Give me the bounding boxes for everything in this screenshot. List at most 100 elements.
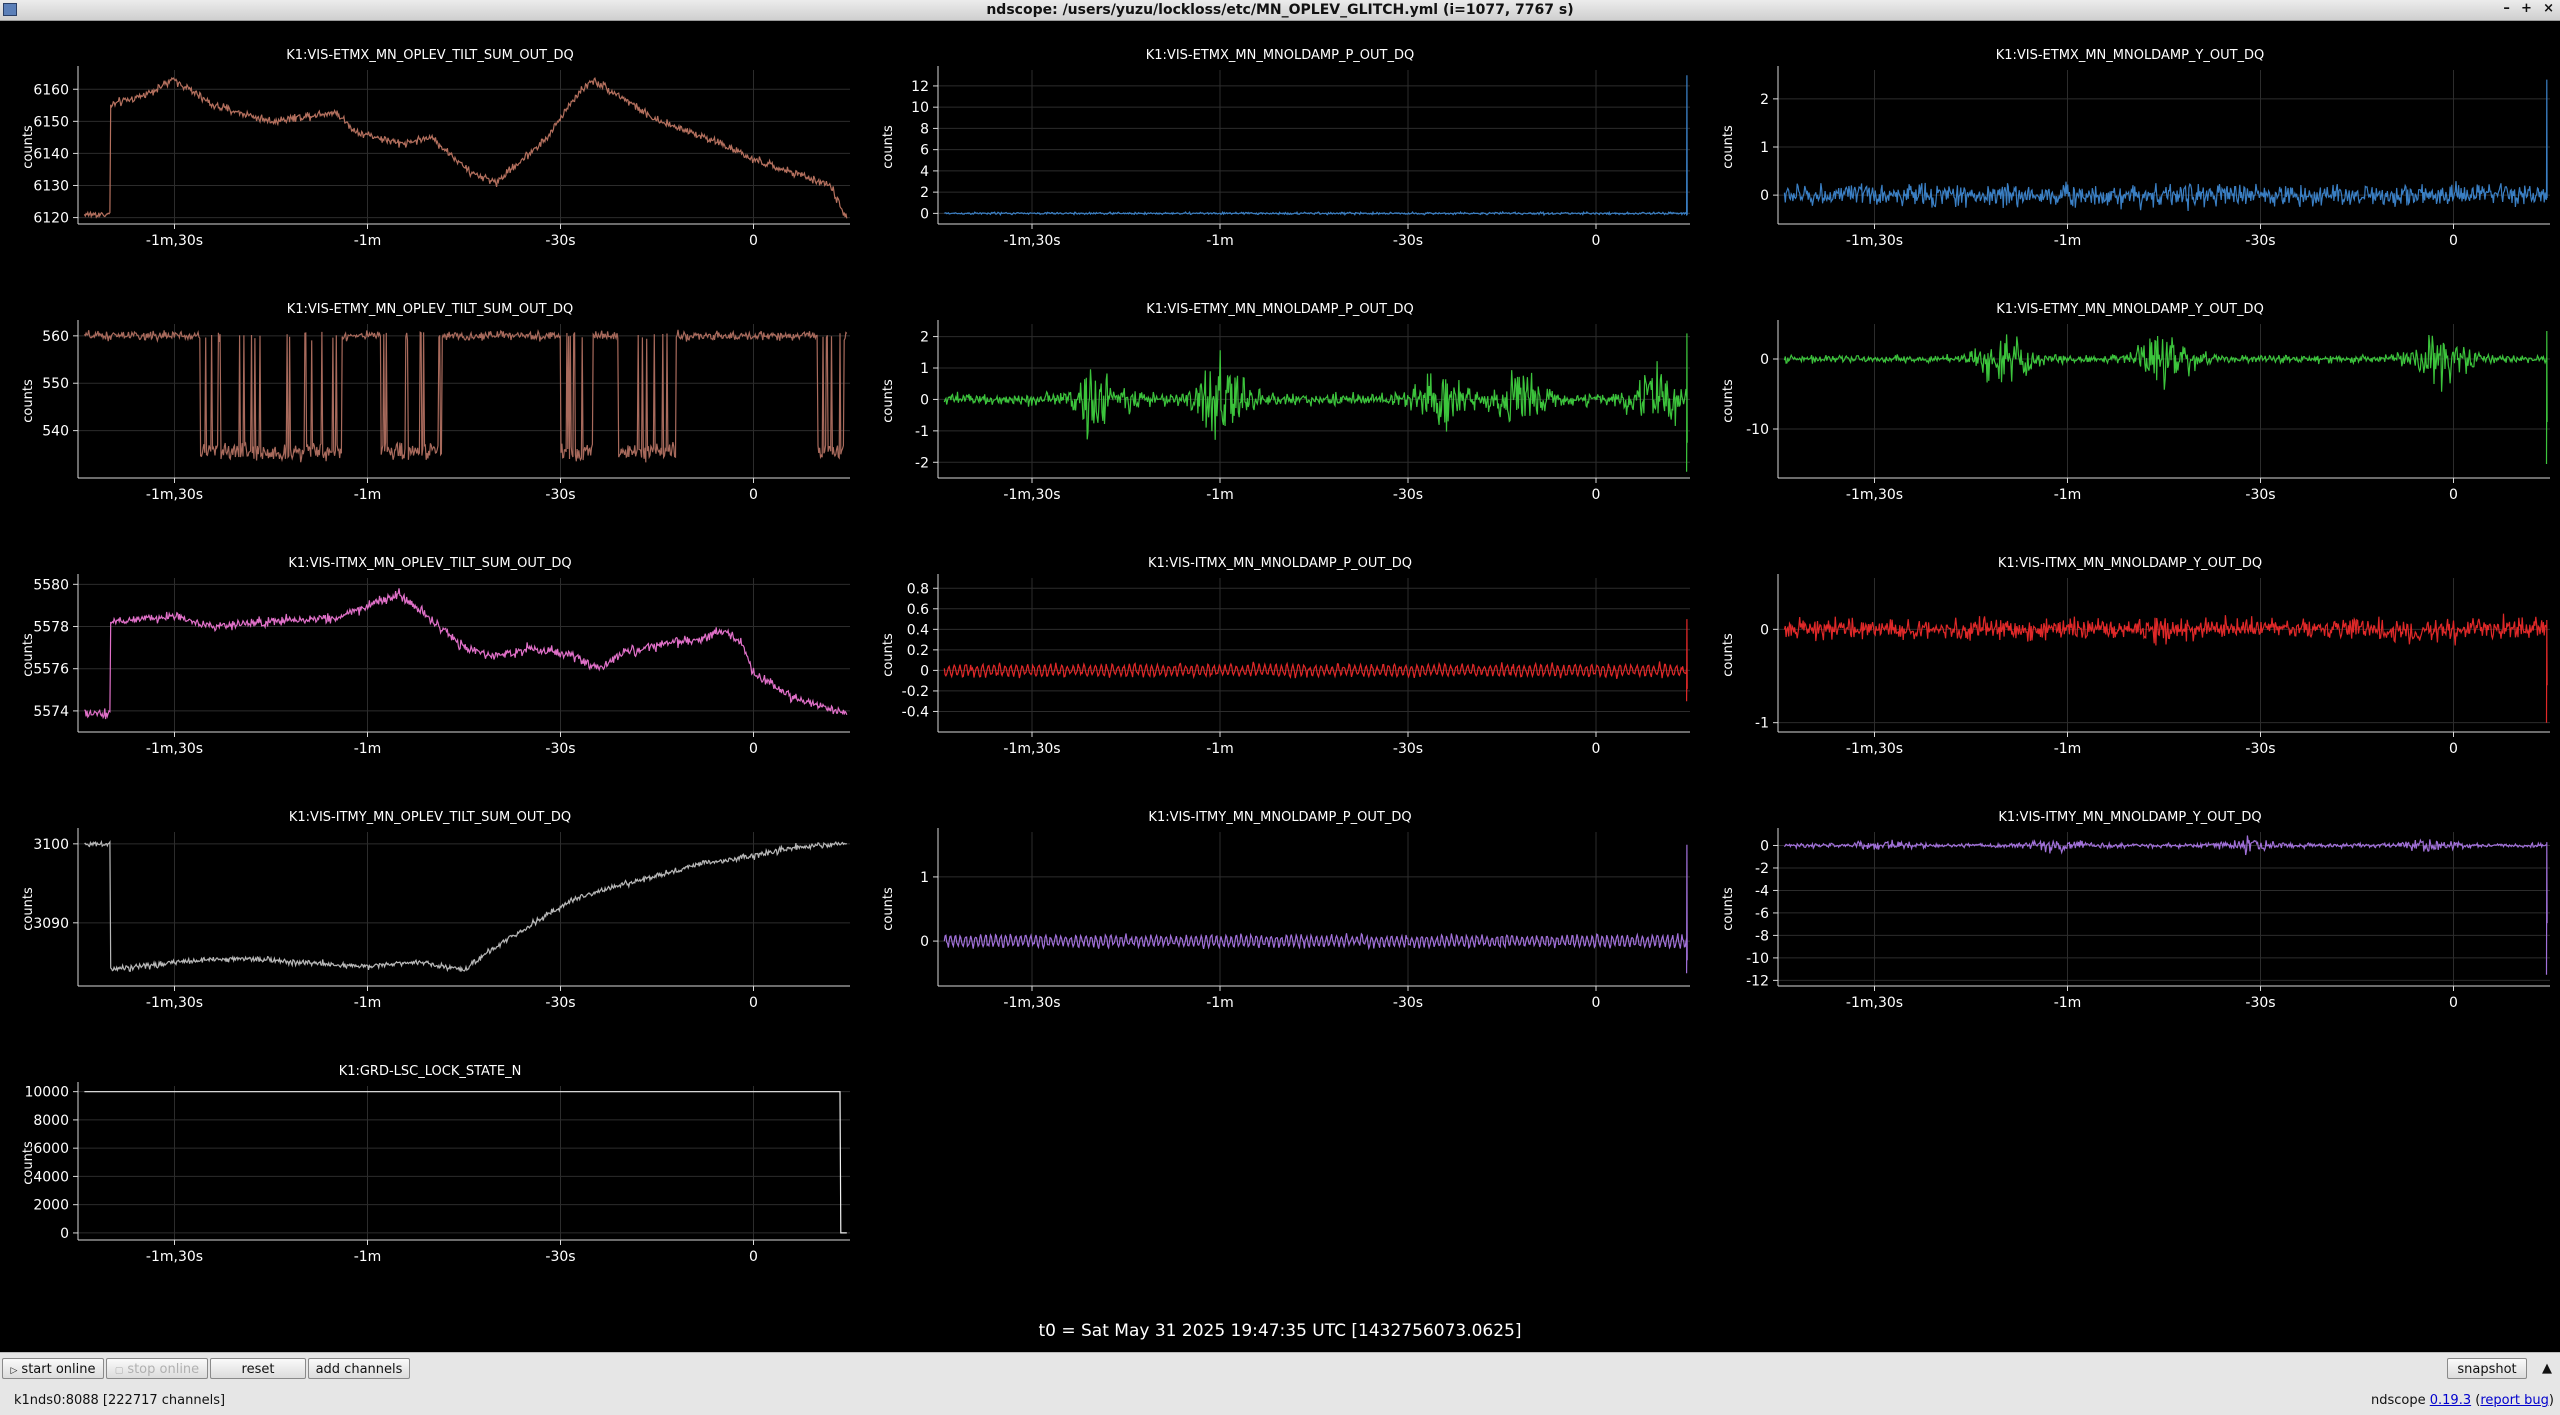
- x-tick-label: -30s: [2245, 995, 2275, 1011]
- y-tick-label: 12: [911, 79, 929, 95]
- plot-panel[interactable]: K1:VIS-ETMX_MN_OPLEV_TILT_SUM_OUT_DQ 6120…: [0, 22, 860, 276]
- x-tick-label: -1m,30s: [1003, 741, 1060, 757]
- snapshot-button[interactable]: snapshot: [2447, 1358, 2527, 1379]
- x-tick-label: 0: [1592, 995, 1601, 1011]
- minimize-icon[interactable]: –: [2503, 1, 2510, 16]
- channel-trace: [83, 76, 848, 219]
- plot-canvas[interactable]: -12 -10 -8 -6 -4 -2 0 -1m,30s -1m -30s 0 counts: [1700, 784, 2560, 1038]
- plot-canvas[interactable]: -10 0 -1m,30s -1m -30s 0 counts: [1700, 276, 2560, 530]
- y-tick-label: 4: [920, 164, 929, 180]
- x-tick-label: -30s: [1393, 233, 1423, 249]
- report-bug-link[interactable]: report bug: [2480, 1393, 2549, 1408]
- y-tick-label: -0.2: [902, 684, 929, 700]
- y-tick-label: 0: [1760, 352, 1769, 368]
- plot-panel[interactable]: K1:VIS-ETMX_MN_MNOLDAMP_P_OUT_DQ 0 2 4 6 8 10 1…: [860, 22, 1700, 276]
- plot-panel[interactable]: K1:VIS-ETMY_MN_MNOLDAMP_P_OUT_DQ -2 -1 0 1 2-…: [860, 276, 1700, 530]
- x-tick-label: -1m: [2054, 487, 2082, 503]
- version-link[interactable]: 0.19.3: [2429, 1393, 2472, 1408]
- plot-panel[interactable]: K1:VIS-ETMY_MN_OPLEV_TILT_SUM_OUT_DQ 540 5…: [0, 276, 860, 530]
- y-tick-label: 6160: [33, 82, 69, 98]
- plot-title: K1:VIS-ITMY_MN_MNOLDAMP_Y_OUT_DQ: [1998, 810, 2262, 825]
- maximize-icon[interactable]: +: [2521, 1, 2532, 16]
- channel-trace: [83, 329, 848, 463]
- plot-panel[interactable]: K1:VIS-ITMY_MN_OPLEV_TILT_SUM_OUT_DQ 3090…: [0, 784, 860, 1038]
- window-title: ndscope: /users/yuzu/lockloss/etc/MN_OPL…: [986, 2, 1574, 18]
- plot-panel[interactable]: K1:VIS-ITMX_MN_MNOLDAMP_P_OUT_DQ -0.4 -0.2…: [860, 530, 1700, 784]
- y-tick-label: 540: [42, 424, 69, 440]
- y-tick-label: 0: [1760, 188, 1769, 204]
- window-menu-icon[interactable]: [3, 3, 17, 16]
- y-tick-label: 1: [920, 361, 929, 377]
- plot-title: K1:GRD-LSC_LOCK_STATE_N: [338, 1064, 522, 1079]
- x-tick-label: 0: [2449, 995, 2458, 1011]
- y-tick-label: 0: [1760, 838, 1769, 854]
- start-online-button[interactable]: ▷ start online: [2, 1358, 104, 1379]
- x-tick-label: 0: [1592, 487, 1601, 503]
- close-icon[interactable]: ×: [2543, 1, 2554, 16]
- plot-canvas[interactable]: 0 1 2 -1m,30s -1m -30s 0 counts: [1700, 22, 2560, 276]
- y-tick-label: 0.2: [907, 643, 929, 659]
- y-tick-label: -6: [1755, 906, 1769, 922]
- plot-grid: K1:VIS-ETMX_MN_OPLEV_TILT_SUM_OUT_DQ 6120…: [0, 22, 2560, 1352]
- plot-canvas[interactable]: -1 0 -1m,30s -1m -30s 0 counts: [1700, 530, 2560, 784]
- y-axis-label: counts: [21, 125, 36, 169]
- x-tick-label: -1m: [1206, 995, 1234, 1011]
- plot-panel[interactable]: K1:VIS-ITMX_MN_MNOLDAMP_Y_OUT_DQ -1 0 -1m,3…: [1700, 530, 2560, 784]
- y-tick-label: 8: [920, 121, 929, 137]
- plot-panel[interactable]: K1:GRD-LSC_LOCK_STATE_N 0 2000 4000 6000 8000…: [0, 1038, 860, 1292]
- x-tick-label: -1m,30s: [1846, 233, 1903, 249]
- y-tick-label: 3090: [33, 916, 69, 932]
- play-icon: ▷: [10, 1366, 18, 1376]
- plot-panel[interactable]: K1:VIS-ETMY_MN_MNOLDAMP_Y_OUT_DQ -10 0 -1m,…: [1700, 276, 2560, 530]
- plot-canvas[interactable]: 0 1 -1m,30s -1m -30s 0 counts: [860, 784, 1700, 1038]
- collapse-toolbar-icon[interactable]: ▲: [2542, 1361, 2552, 1376]
- y-axis-label: counts: [1721, 125, 1736, 169]
- y-tick-label: 5576: [33, 662, 69, 678]
- y-tick-label: 10000: [24, 1085, 69, 1101]
- plot-title: K1:VIS-ETMY_MN_OPLEV_TILT_SUM_OUT_DQ: [286, 302, 574, 317]
- y-axis-label: counts: [21, 379, 36, 423]
- stop-online-button[interactable]: ▢ stop online: [106, 1358, 208, 1379]
- reset-button[interactable]: reset: [210, 1358, 306, 1379]
- x-tick-label: 0: [2449, 233, 2458, 249]
- y-tick-label: -10: [1746, 422, 1769, 438]
- plot-canvas[interactable]: -2 -1 0 1 2 -1m,30s -1m -30s 0 counts: [860, 276, 1700, 530]
- y-tick-label: 0: [920, 663, 929, 679]
- plot-title: K1:VIS-ITMY_MN_MNOLDAMP_P_OUT_DQ: [1148, 810, 1412, 825]
- x-tick-label: 0: [2449, 487, 2458, 503]
- plot-panel[interactable]: K1:VIS-ITMX_MN_OPLEV_TILT_SUM_OUT_DQ 5574…: [0, 530, 860, 784]
- plot-panel[interactable]: K1:VIS-ITMY_MN_MNOLDAMP_Y_OUT_DQ -12 -10 -8…: [1700, 784, 2560, 1038]
- channel-trace: [1783, 613, 2548, 723]
- plot-canvas[interactable]: 6120 6130 6140 6150 6160 -1m,30s -1m -30s 0 count…: [0, 22, 860, 276]
- plot-canvas[interactable]: 0 2000 4000 6000 8000 10000 -1m,30s -1m -30s 0 cou…: [0, 1038, 860, 1292]
- plot-canvas[interactable]: 5574 5576 5578 5580 -1m,30s -1m -30s 0 counts: [0, 530, 860, 784]
- y-axis-label: counts: [881, 633, 896, 677]
- y-tick-label: 0.6: [907, 602, 929, 618]
- x-tick-label: -30s: [545, 995, 575, 1011]
- y-tick-label: 0.8: [907, 581, 929, 597]
- y-tick-label: 6000: [33, 1141, 69, 1157]
- y-axis-label: counts: [881, 379, 896, 423]
- y-tick-label: 6130: [33, 179, 69, 195]
- app-name: ndscope: [2370, 1393, 2426, 1408]
- plot-canvas[interactable]: 540 550 560 -1m,30s -1m -30s 0 counts: [0, 276, 860, 530]
- y-tick-label: -2: [1755, 861, 1769, 877]
- add-channels-button[interactable]: add channels: [308, 1358, 410, 1379]
- y-tick-label: 6140: [33, 146, 69, 162]
- plot-canvas[interactable]: 0 2 4 6 8 10 12 -1m,30s -1m -30s 0 counts: [860, 22, 1700, 276]
- x-tick-label: -1m: [354, 1249, 382, 1265]
- plot-canvas[interactable]: 3090 3100 -1m,30s -1m -30s 0 counts: [0, 784, 860, 1038]
- plot-title: K1:VIS-ETMX_MN_OPLEV_TILT_SUM_OUT_DQ: [286, 48, 574, 63]
- window-controls: – + ×: [2496, 1, 2554, 16]
- plot-canvas[interactable]: -0.4 -0.2 0 0.2 0.4 0.6 0.8 -1m,30s -1m -30s 0 coun…: [860, 530, 1700, 784]
- y-tick-label: 5580: [33, 577, 69, 593]
- channel-trace: [943, 333, 1688, 472]
- x-tick-label: -1m: [354, 995, 382, 1011]
- channel-trace: [1783, 79, 2548, 212]
- y-tick-label: 10: [911, 100, 929, 116]
- y-axis-label: counts: [881, 125, 896, 169]
- x-tick-label: -1m,30s: [146, 741, 203, 757]
- plot-panel[interactable]: K1:VIS-ITMY_MN_MNOLDAMP_P_OUT_DQ 0 1 -1m,30…: [860, 784, 1700, 1038]
- y-tick-label: 5574: [33, 704, 69, 720]
- plot-panel[interactable]: K1:VIS-ETMX_MN_MNOLDAMP_Y_OUT_DQ 0 1 2 -1m,3…: [1700, 22, 2560, 276]
